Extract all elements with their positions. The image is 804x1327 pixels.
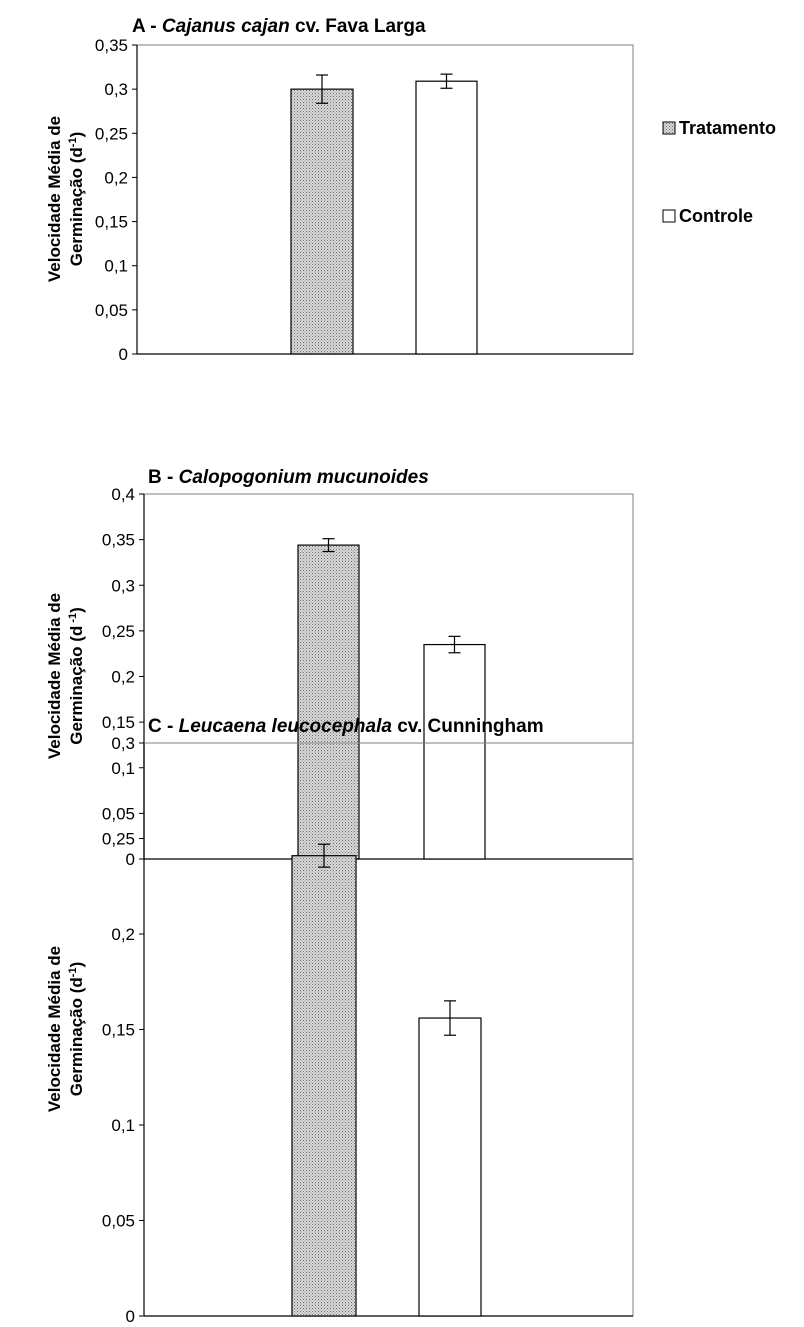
- y-tick-label: 0,3: [111, 576, 135, 595]
- y-axis-label: Velocidade Média de Germinação (d -1): [45, 593, 86, 759]
- y-axis-label: Velocidade Média de Germinação (d-1): [45, 946, 86, 1112]
- y-axis-label-line1: Velocidade Média de: [45, 116, 64, 282]
- plot-area: [143, 493, 634, 860]
- y-axis-label-sup: -1: [67, 137, 79, 147]
- y-tick-label: 0,25: [95, 124, 128, 143]
- chart-a: A - Cajanus cajan cv. Fava Larga 0 0,05 0,1…: [45, 16, 634, 364]
- chart-b: B - Calopogonium mucunoides 0 0,05 0,1 0,15 0…: [45, 467, 634, 869]
- y-tick-label: 0,05: [102, 1212, 135, 1231]
- y-tick-label: 0,1: [104, 257, 128, 276]
- y-tick-label: 0,1: [111, 759, 135, 778]
- chart-title: C - Leucaena leucocephala cv. Cunningham: [148, 716, 544, 737]
- legend-swatch-controle: [662, 209, 676, 223]
- plot-area: [143, 742, 634, 1317]
- legend-label-controle: Controle: [679, 206, 753, 226]
- y-axis-label-line2: Germinação (d: [67, 977, 86, 1096]
- y-tick-label: 0,3: [104, 80, 128, 99]
- y-tick-label: 0: [126, 1307, 135, 1326]
- y-tick-label: 0,3: [111, 734, 135, 753]
- chart-title-species: Calopogonium mucunoides: [179, 467, 429, 488]
- chart-title-suffix: cv. Cunningham: [392, 716, 544, 737]
- y-tick-label: 0: [126, 850, 135, 869]
- bar-tratamento: [290, 88, 354, 355]
- chart-title-species: Cajanus cajan: [162, 16, 290, 37]
- y-axis-label-line1: Velocidade Média de: [45, 593, 64, 759]
- y-axis-label-end: ): [67, 607, 86, 613]
- bar-controle: [418, 1017, 482, 1317]
- plot-area: [136, 44, 634, 355]
- chart-title-prefix: C -: [148, 716, 179, 737]
- y-axis-label: Velocidade Média de Germinação (d-1): [45, 116, 86, 282]
- y-axis-label-line2: Germinação (d: [67, 147, 86, 266]
- y-axis-label-sup: -1: [67, 967, 79, 977]
- legend-swatch-tratamento: [662, 121, 676, 135]
- y-tick-label: 0,35: [95, 36, 128, 55]
- y-tick-label: 0,1: [111, 1116, 135, 1135]
- y-tick-label: 0,15: [95, 213, 128, 232]
- y-axis-label-end: ): [67, 132, 86, 138]
- bar-controle: [423, 643, 486, 860]
- y-tick-label: 0,2: [104, 168, 128, 187]
- y-tick-label: 0,25: [102, 830, 135, 849]
- y-axis-label-line1: Velocidade Média de: [45, 946, 64, 1112]
- chart-c: C - Leucaena leucocephala cv. Cunningham…: [45, 716, 634, 1326]
- y-axis-label-line2: Germinação (d: [67, 626, 86, 745]
- y-tick-label: 0,35: [102, 531, 135, 550]
- y-axis-label-sup: -1: [67, 613, 79, 626]
- y-tick-label: 0,15: [102, 713, 135, 732]
- y-axis-label-end: ): [67, 962, 86, 968]
- chart-title-prefix: B -: [148, 467, 179, 488]
- y-tick-label: 0,25: [102, 622, 135, 641]
- legend: Tratamento Controle: [662, 118, 776, 226]
- chart-title-suffix: cv. Fava Larga: [290, 16, 426, 37]
- bar-controle: [415, 80, 478, 355]
- y-tick-label: 0,05: [95, 301, 128, 320]
- chart-title-prefix: A -: [132, 16, 162, 37]
- chart-title: A - Cajanus cajan cv. Fava Larga: [132, 16, 426, 37]
- y-tick-label: 0,15: [102, 1021, 135, 1040]
- y-tick-label: 0: [119, 345, 128, 364]
- bar-tratamento: [291, 855, 357, 1317]
- y-tick-label: 0,05: [102, 804, 135, 823]
- y-tick-label: 0,4: [111, 485, 135, 504]
- y-tick-label: 0,2: [111, 925, 135, 944]
- legend-item-controle: Controle: [662, 206, 753, 226]
- chart-title: B - Calopogonium mucunoides: [148, 467, 429, 488]
- legend-item-tratamento: Tratamento: [662, 118, 776, 138]
- bar-tratamento: [297, 544, 360, 860]
- legend-label-tratamento: Tratamento: [679, 118, 776, 138]
- y-tick-label: 0,2: [111, 668, 135, 687]
- chart-title-species: Leucaena leucocephala: [179, 716, 393, 737]
